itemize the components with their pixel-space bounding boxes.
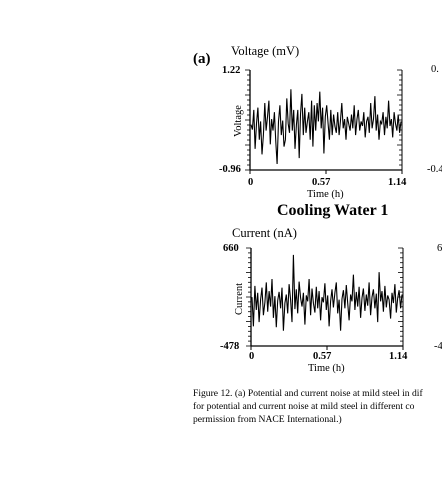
chart1-ytick-bottom: -0.96 (219, 164, 241, 175)
chart1-series-line (250, 89, 402, 165)
right-cut-label-1: 0. (431, 64, 439, 75)
right-cut-label-4: -4 (434, 341, 442, 352)
chart1-xtick-2: 1.14 (388, 177, 407, 188)
chart2-ytick-top: 660 (223, 243, 239, 254)
chart1-title: Voltage (mV) (231, 44, 300, 58)
caption-line-1: Figure 12. (a) Potential and current noi… (193, 388, 423, 399)
chart1-xlabel: Time (h) (307, 189, 344, 200)
chart2-ytick-bottom: -478 (220, 341, 240, 352)
caption-line-2: for potential and current noise at mild … (193, 401, 415, 413)
chart2-xtick-2: 1.14 (389, 351, 408, 362)
figure-caption: Figure 12. (a) Potential and current noi… (193, 387, 442, 427)
chart1-ytick-top: 1.22 (222, 65, 241, 76)
chart2-xlabel: Time (h) (308, 363, 345, 374)
right-cut-label-3: 6 (437, 243, 442, 254)
chart1-xtick-1: 0.57 (312, 177, 331, 188)
chart2-series-line (251, 254, 403, 331)
caption-line-3: permission from NACE International.) (193, 414, 342, 426)
chart1-xtick-0: 0 (248, 177, 254, 188)
right-cut-label-2: -0.4 (427, 164, 442, 175)
chart2-xtick-1: 0.57 (313, 351, 332, 362)
panel-label: (a) (193, 51, 211, 67)
chart2-xtick-0: 0 (249, 351, 255, 362)
chart2-title: Current (nA) (232, 226, 297, 240)
section-title: Cooling Water 1 (277, 202, 389, 219)
